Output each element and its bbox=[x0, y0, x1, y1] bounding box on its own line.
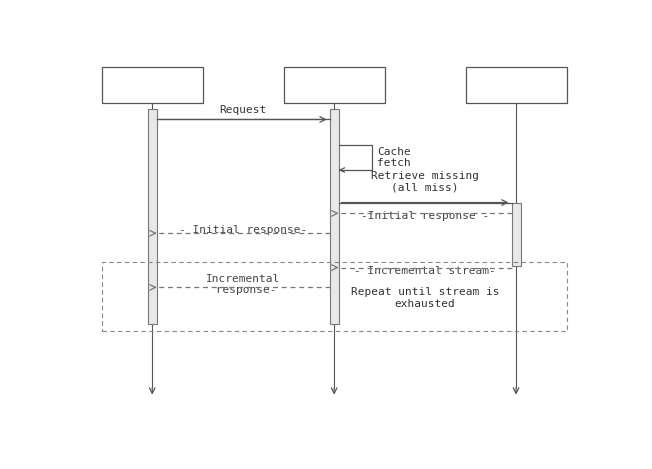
Bar bbox=[466, 67, 567, 103]
Text: Stellate CDN: Stellate CDN bbox=[291, 79, 377, 91]
Text: Origin: Origin bbox=[495, 79, 537, 91]
Text: - Incremental stream-: - Incremental stream- bbox=[354, 266, 496, 276]
Text: Cache
fetch: Cache fetch bbox=[377, 147, 411, 168]
Bar bbox=[148, 109, 156, 324]
Bar bbox=[102, 262, 567, 331]
Bar bbox=[284, 67, 385, 103]
Text: - Initial response-: - Initial response- bbox=[179, 225, 307, 235]
Bar bbox=[102, 67, 203, 103]
Text: -Initial response -: -Initial response - bbox=[361, 211, 489, 221]
Text: Incremental
 response-: Incremental response- bbox=[206, 274, 280, 295]
Bar bbox=[330, 109, 338, 324]
Text: Client: Client bbox=[131, 79, 173, 91]
Text: Repeat until stream is
exhausted: Repeat until stream is exhausted bbox=[351, 287, 499, 309]
Text: Request: Request bbox=[220, 105, 267, 115]
Bar bbox=[512, 203, 520, 266]
Text: Retrieve missing
(all miss): Retrieve missing (all miss) bbox=[371, 171, 479, 193]
